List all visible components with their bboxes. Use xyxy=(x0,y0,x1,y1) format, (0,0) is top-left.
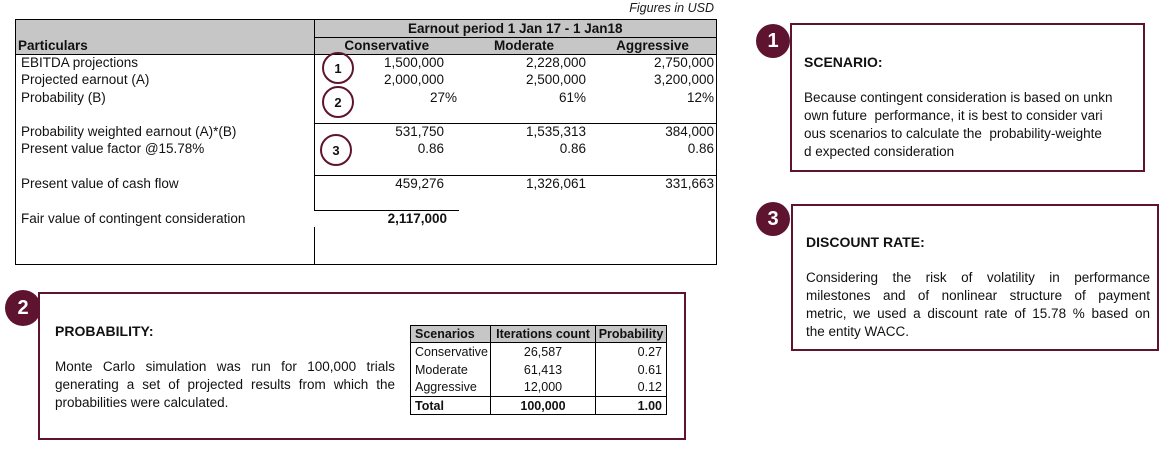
cell-value: 2,500,000 xyxy=(525,72,586,87)
callout-3-badge: 3 xyxy=(756,202,790,236)
row-label: Probability (B) xyxy=(21,89,106,105)
probability-table-row: Aggressive 12,000 0.12 xyxy=(410,378,667,397)
callout-ring-3-number: 3 xyxy=(332,142,340,158)
scenario-note-box: SCENARIO: Because contingent considerati… xyxy=(790,23,1145,172)
cell-value: 1,535,313 xyxy=(525,124,586,140)
cell-value-fair-value: 2,117,000 xyxy=(387,211,447,227)
table-row: Projected earnout (A) 2,000,000 2,500,00… xyxy=(16,71,716,88)
probability-note-title: PROBABILITY: xyxy=(55,323,154,339)
ptable-header-iterations: Iterations count xyxy=(490,325,596,343)
cell-value: 331,663 xyxy=(665,176,715,192)
ptable-scenario: Conservative xyxy=(410,342,491,361)
row-label: Fair value of contingent consideration xyxy=(21,211,246,226)
cell-value: 384,000 xyxy=(665,124,715,140)
ptable-probability: 0.12 xyxy=(637,380,662,395)
scenario-note-line: Because contingent consideration is base… xyxy=(804,90,1113,105)
table-row: Probability (B) 27% 61% 12% xyxy=(16,88,716,106)
probability-note-line: Monte Carlo simulation was run for 100,0… xyxy=(55,359,395,374)
cell-value: 459,276 xyxy=(313,175,459,192)
probability-note-line: probabilities were calculated. xyxy=(55,395,229,410)
spacer-row xyxy=(16,192,716,211)
ptable-iterations: 61,413 xyxy=(490,360,596,379)
column-header-aggressive: Aggressive xyxy=(589,37,717,55)
ptable-probability: 0.61 xyxy=(637,362,662,377)
callout-1-badge-number: 1 xyxy=(767,29,779,52)
cell-value: 531,750 xyxy=(313,123,459,140)
table-header-columns-row: Particulars Conservative Moderate Aggres… xyxy=(16,37,717,55)
table-row: Probability weighted earnout (A)*(B) 531… xyxy=(16,123,716,140)
cell-value: 2,750,000 xyxy=(653,55,715,71)
cell-value xyxy=(589,210,716,227)
earnout-period-header: Earnout period 1 Jan 17 - 1 Jan18 xyxy=(313,20,717,38)
table-row: Present value of cash flow 459,276 1,326… xyxy=(16,175,716,192)
callout-ring-1-number: 1 xyxy=(334,60,342,76)
earnout-valuation-table: Earnout period 1 Jan 17 - 1 Jan18 Partic… xyxy=(15,19,717,265)
probability-table-row: Conservative 26,587 0.27 xyxy=(410,342,667,361)
cell-value: 1,326,061 xyxy=(525,176,586,192)
probability-table: Scenarios Iterations count Probability C… xyxy=(410,325,667,415)
cell-value: 0.86 xyxy=(687,141,715,156)
row-label: Present value of cash flow xyxy=(21,176,179,191)
callout-2-badge-number: 2 xyxy=(17,296,29,319)
callout-ring-2-number: 2 xyxy=(334,94,342,110)
callout-2-badge: 2 xyxy=(5,290,41,326)
column-header-moderate: Moderate xyxy=(459,37,589,55)
discount-rate-note-line: milestones and of nonlinear structure of… xyxy=(806,288,1150,303)
ptable-iterations: 26,587 xyxy=(490,342,596,361)
discount-rate-note-body: Considering the risk of volatility in pe… xyxy=(806,269,1150,341)
cell-value: 12% xyxy=(686,89,715,105)
scenario-note-line: d expected consideration xyxy=(804,144,955,159)
ptable-total-probability: 1.00 xyxy=(595,396,667,415)
row-label: Probability weighted earnout (A)*(B) xyxy=(21,124,237,139)
table-row: EBITDA projections 1,500,000 2,228,000 2… xyxy=(16,54,716,71)
scenario-note-body: Because contingent consideration is base… xyxy=(804,89,1135,161)
scenario-note-line: own future performance, it is best to co… xyxy=(804,108,1103,123)
cell-value: 3,200,000 xyxy=(653,72,715,87)
discount-rate-note-title: DISCOUNT RATE: xyxy=(806,234,925,250)
scenario-note-line: ous scenarios to calculate the probabili… xyxy=(804,126,1102,141)
ptable-scenario: Moderate xyxy=(410,360,491,379)
callout-ring-2: 2 xyxy=(322,86,354,118)
scenario-note-title: SCENARIO: xyxy=(804,54,883,70)
column-header-conservative: Conservative xyxy=(313,37,459,55)
probability-note-body: Monte Carlo simulation was run for 100,0… xyxy=(55,358,395,412)
discount-rate-note-line: metric, we used a discount rate of 15.78… xyxy=(806,306,1150,321)
probability-table-total-row: Total 100,000 1.00 xyxy=(410,396,667,415)
discount-rate-note-line: Considering the risk of volatility in pe… xyxy=(806,270,1150,285)
ptable-header-probability: Probability xyxy=(595,325,667,343)
probability-table-header-row: Scenarios Iterations count Probability xyxy=(410,325,667,343)
spacer-row xyxy=(16,106,717,124)
callout-ring-3: 3 xyxy=(320,134,352,166)
cell-value xyxy=(459,210,589,227)
probability-note-line: generating a set of projected results fr… xyxy=(55,377,395,392)
ptable-probability: 0.27 xyxy=(637,344,662,359)
probability-table-row: Moderate 61,413 0.61 xyxy=(410,360,667,379)
figures-in-usd-note: Figures in USD xyxy=(629,1,714,15)
ptable-iterations: 12,000 xyxy=(490,378,596,397)
callout-ring-1: 1 xyxy=(322,52,354,84)
callout-3-badge-number: 3 xyxy=(767,207,779,230)
cell-value: 0.86 xyxy=(559,141,586,156)
ptable-total-iterations: 100,000 xyxy=(490,396,596,415)
particulars-header: Particulars xyxy=(16,37,314,55)
discount-rate-note-box: DISCOUNT RATE: Considering the risk of v… xyxy=(791,204,1159,351)
ptable-scenario: Aggressive xyxy=(410,378,491,397)
ptable-header-scenarios: Scenarios xyxy=(410,325,491,343)
table-header-period-row: Earnout period 1 Jan 17 - 1 Jan18 xyxy=(16,20,717,38)
table-row: Present value factor @15.78% 0.86 0.86 0… xyxy=(16,140,716,157)
row-label: Present value factor @15.78% xyxy=(21,141,205,156)
row-label: EBITDA projections xyxy=(21,55,139,71)
table-row: Fair value of contingent consideration 2… xyxy=(16,210,716,227)
spacer-row xyxy=(16,227,716,265)
callout-1-badge: 1 xyxy=(756,24,790,58)
cell-value: 2,228,000 xyxy=(525,55,586,71)
discount-rate-note-line: the entity WACC. xyxy=(806,324,910,339)
row-label: Projected earnout (A) xyxy=(21,72,150,87)
spacer-row xyxy=(16,157,717,176)
cell-value: 61% xyxy=(558,89,586,105)
ptable-total-label: Total xyxy=(410,396,491,415)
